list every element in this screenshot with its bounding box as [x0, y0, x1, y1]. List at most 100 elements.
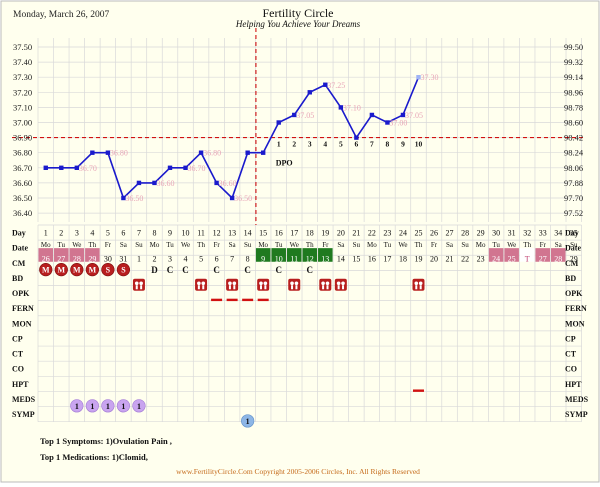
day-number: 27 [446, 229, 454, 238]
temperature-point [105, 150, 111, 155]
weekday-label: Tu [166, 241, 174, 249]
cm-bleeding-circle [70, 263, 84, 277]
day-number: 17 [290, 229, 298, 238]
opk-dash [257, 298, 269, 302]
temperature-point [416, 75, 421, 80]
cm-value: C [167, 265, 174, 275]
temperature-label: 36.70 [188, 164, 206, 173]
date-label: 15 [352, 254, 360, 263]
bd-icon-figure [418, 281, 423, 286]
date-label: 23 [477, 254, 485, 263]
weekday-label: Tu [58, 241, 66, 249]
bd-icon-figure [263, 281, 268, 286]
chart-subtitle: Helping You Achieve Your Dreams [235, 19, 361, 29]
weekday-label: Sa [229, 241, 237, 249]
date-label: 30 [104, 254, 112, 263]
right-axis-tick: 99.32 [564, 57, 583, 67]
temperature-point [136, 180, 142, 186]
date-label: 28 [554, 254, 562, 263]
left-axis-tick: 37.30 [13, 72, 32, 82]
date-label: 22 [461, 254, 469, 263]
right-axis-tick: 97.70 [564, 193, 583, 203]
day-number: 8 [152, 229, 156, 238]
right-axis-tick: 98.60 [564, 118, 583, 128]
dpo-number: 6 [354, 140, 358, 149]
dpo-number: 5 [339, 140, 343, 149]
bd-icon-figure [228, 285, 231, 290]
left-axis-tick: 36.80 [13, 148, 32, 158]
weekday-label: We [290, 241, 299, 249]
temperature-point [59, 165, 64, 170]
bd-icon-figure [135, 285, 138, 290]
row-label-left: FERN [12, 304, 34, 313]
row-label-right: CO [565, 365, 577, 374]
row-label-left: CO [12, 365, 24, 374]
header-date: Monday, March 26, 2007 [13, 10, 109, 20]
row-label-left: CM [12, 259, 26, 268]
meds-circle [70, 399, 84, 413]
day-number: 1 [44, 229, 48, 238]
row-label-left: CP [12, 334, 23, 343]
bd-icon-figure [291, 285, 294, 290]
bd-icon-figure [202, 285, 205, 290]
weekday-label: Su [570, 241, 578, 249]
row-label-left: BD [12, 274, 23, 283]
date-label: 11 [290, 254, 298, 263]
opk-dash [211, 298, 223, 302]
temperature-label: 37.05 [296, 111, 314, 120]
right-axis-tick: 98.96 [564, 87, 583, 97]
bd-icon [132, 278, 145, 291]
bd-icon-figure [414, 281, 419, 286]
day-number: 9 [168, 229, 172, 238]
temperature-point [183, 165, 188, 170]
row-label-left: MEDS [12, 395, 36, 404]
weekday-label: Mo [41, 241, 51, 249]
left-axis-tick: 36.50 [13, 193, 32, 203]
cm-value: C [182, 265, 189, 275]
cm-value: D [151, 265, 158, 275]
weekday-label: Sa [446, 241, 454, 249]
meds-value: 1 [90, 402, 94, 411]
date-label: 19 [414, 254, 422, 263]
weekday-label: Su [135, 241, 143, 249]
temperature-label: 37.25 [327, 81, 345, 90]
date-label: 7 [230, 254, 234, 263]
bd-icon-figure [259, 281, 263, 286]
bd-icon-figure [342, 285, 345, 290]
date-cell-period [504, 248, 519, 262]
temperature-point [90, 150, 95, 155]
day-number: 11 [197, 229, 205, 238]
bd-icon [195, 278, 208, 291]
temperature-label: 36.80 [110, 149, 128, 158]
day-number: 15 [259, 229, 267, 238]
dpo-number: 4 [323, 140, 327, 149]
weekday-label: Mo [258, 241, 268, 249]
cm-value: M [42, 266, 50, 275]
date-label: 20 [430, 254, 438, 263]
weekday-label: Sa [555, 241, 563, 249]
cm-bleeding-circle [85, 263, 99, 277]
temperature-point [292, 112, 297, 118]
day-number: 16 [275, 229, 283, 238]
symptom-circle [241, 414, 255, 428]
weekday-label: We [181, 241, 190, 249]
date-cell-fertile [318, 248, 333, 262]
temperature-point [323, 82, 328, 87]
opk-dash [242, 298, 254, 302]
footer-symptoms: Top 1 Symptoms: 1)Ovulation Pain , [40, 436, 172, 446]
left-axis-tick: 37.10 [13, 102, 32, 112]
day-number: 20 [337, 229, 345, 238]
weekday-label: We [72, 241, 81, 249]
day-number: 28 [461, 229, 469, 238]
date-cell-fertile [302, 248, 318, 262]
temperature-point [369, 112, 375, 118]
day-number: 3 [75, 229, 79, 238]
bd-icon-figure [321, 281, 325, 286]
row-label-left: MON [12, 319, 32, 328]
day-number: 19 [321, 229, 329, 238]
chart-text: 37.50 99.50 37.40 99.32 37.30 99.14 37.20 98.96… [12, 42, 589, 426]
date-cell-period [550, 248, 566, 262]
row-label-left: SYMP [12, 410, 35, 419]
